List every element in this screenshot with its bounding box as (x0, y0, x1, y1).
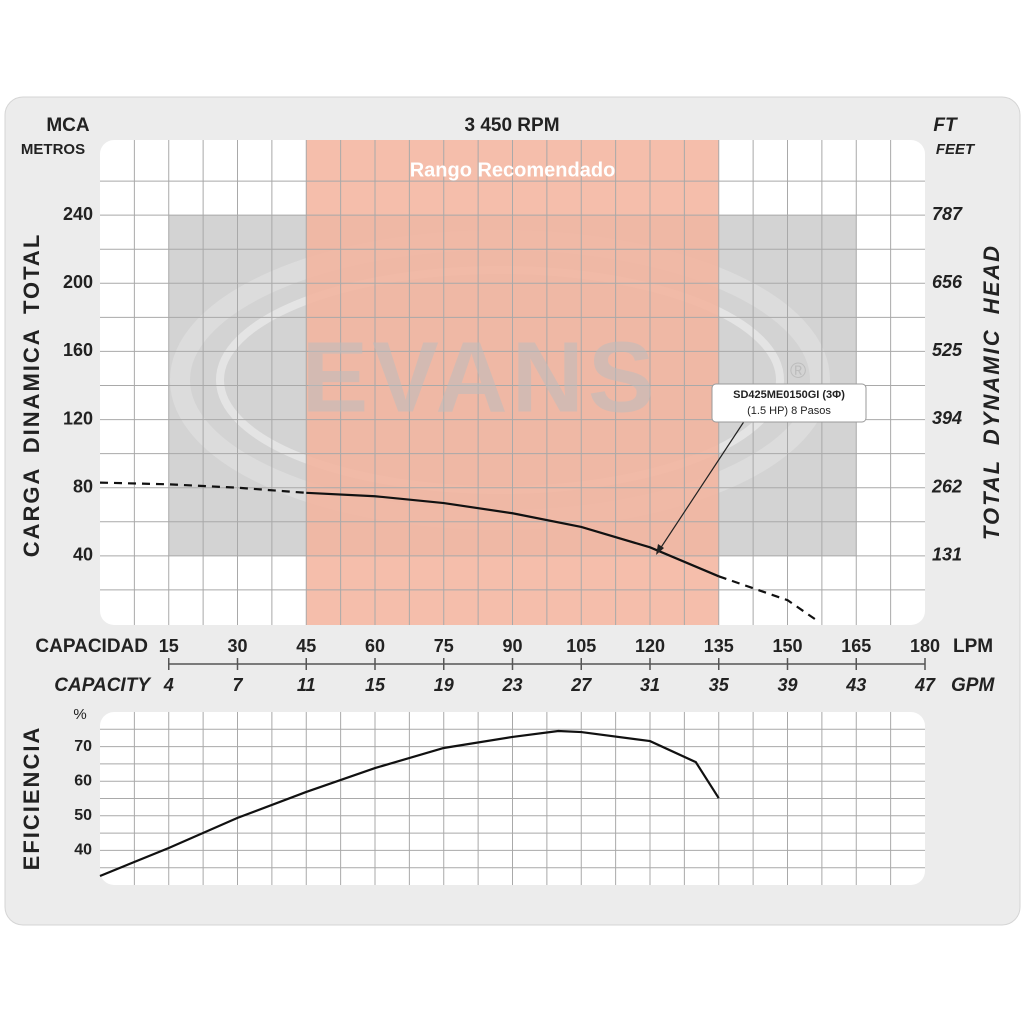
annotation-arrow (657, 419, 746, 553)
annotation-arrowhead (656, 544, 664, 555)
y-axis-title: CARGA DINAMICA TOTAL (19, 233, 44, 558)
x2-tick-label: 31 (640, 675, 660, 695)
y2-tick-label: 131 (932, 545, 962, 565)
head-curve (99, 481, 307, 494)
y2-tick-label: 262 (931, 477, 962, 497)
x2-tick-label: 23 (501, 675, 522, 695)
x2-tick-label: 47 (914, 675, 936, 695)
x-tick-label: 90 (502, 636, 522, 656)
x-tick-label: 30 (227, 636, 247, 656)
y-tick-label: 160 (63, 340, 93, 360)
y-tick-label: 240 (63, 204, 93, 224)
x-tick-label: 75 (434, 636, 454, 656)
y-tick-label: 200 (63, 272, 93, 292)
y2-tick-label: 656 (932, 272, 963, 292)
efficiency-curve (99, 729, 720, 878)
annotation-box (711, 383, 867, 423)
y-unit-sub: METROS (21, 141, 85, 158)
x2-tick-label: 43 (845, 675, 866, 695)
x2-unit: GPM (951, 675, 995, 696)
annotation: (1.5 HP) 8 Pasos (747, 405, 831, 417)
x-tick-label: 180 (910, 636, 940, 656)
x-unit: LPM (953, 636, 993, 657)
head-curve (718, 575, 821, 624)
annotation: SD425ME0150GI (3Φ) (733, 389, 845, 401)
chart-title: 3 450 RPM (464, 115, 559, 136)
y2-axis-title: TOTAL DYNAMIC HEAD (979, 244, 1004, 540)
y-tick-label: 50 (74, 807, 92, 824)
x2-tick-label: 35 (709, 675, 730, 695)
head-curve (306, 491, 720, 578)
watermark-mark: ® (790, 358, 806, 383)
x2-tick-label: 27 (570, 675, 592, 695)
x2-tick-label: 11 (297, 675, 316, 695)
y-tick-label: 120 (63, 408, 93, 428)
y2-unit: FT (933, 115, 958, 136)
x2-tick-label: 39 (777, 675, 797, 695)
highlight-label: Rango Recomendado (410, 159, 616, 181)
x-axis-title: CAPACIDAD (35, 636, 148, 657)
x-tick-label: 165 (841, 636, 871, 656)
x-tick-label: 135 (704, 636, 734, 656)
x2-tick-label: 19 (434, 675, 454, 695)
y2-tick-label: 787 (932, 204, 963, 224)
y-tick-label: 60 (74, 772, 92, 789)
x-tick-label: 15 (159, 636, 179, 656)
y-tick-label: 70 (74, 738, 92, 755)
watermark: EVANS (301, 321, 658, 433)
y-tick-label: 80 (73, 476, 93, 496)
y-axis-title: EFICIENCIA (19, 726, 44, 871)
y-unit: % (73, 706, 86, 723)
y-unit: MCA (46, 115, 90, 136)
y-tick-label: 40 (74, 842, 92, 859)
x-tick-label: 120 (635, 636, 665, 656)
x2-tick-label: 15 (365, 675, 386, 695)
x2-tick-label: 4 (163, 675, 174, 695)
y2-tick-label: 525 (932, 340, 963, 360)
x-tick-label: 60 (365, 636, 385, 656)
x2-axis-title: CAPACITY (54, 675, 152, 696)
x-tick-label: 150 (772, 636, 802, 656)
y2-unit-sub: FEET (936, 141, 976, 158)
x2-tick-label: 7 (232, 675, 243, 695)
x-tick-label: 105 (566, 636, 596, 656)
y2-tick-label: 394 (932, 408, 962, 428)
y-tick-label: 40 (73, 545, 93, 565)
x-tick-label: 45 (296, 636, 316, 656)
